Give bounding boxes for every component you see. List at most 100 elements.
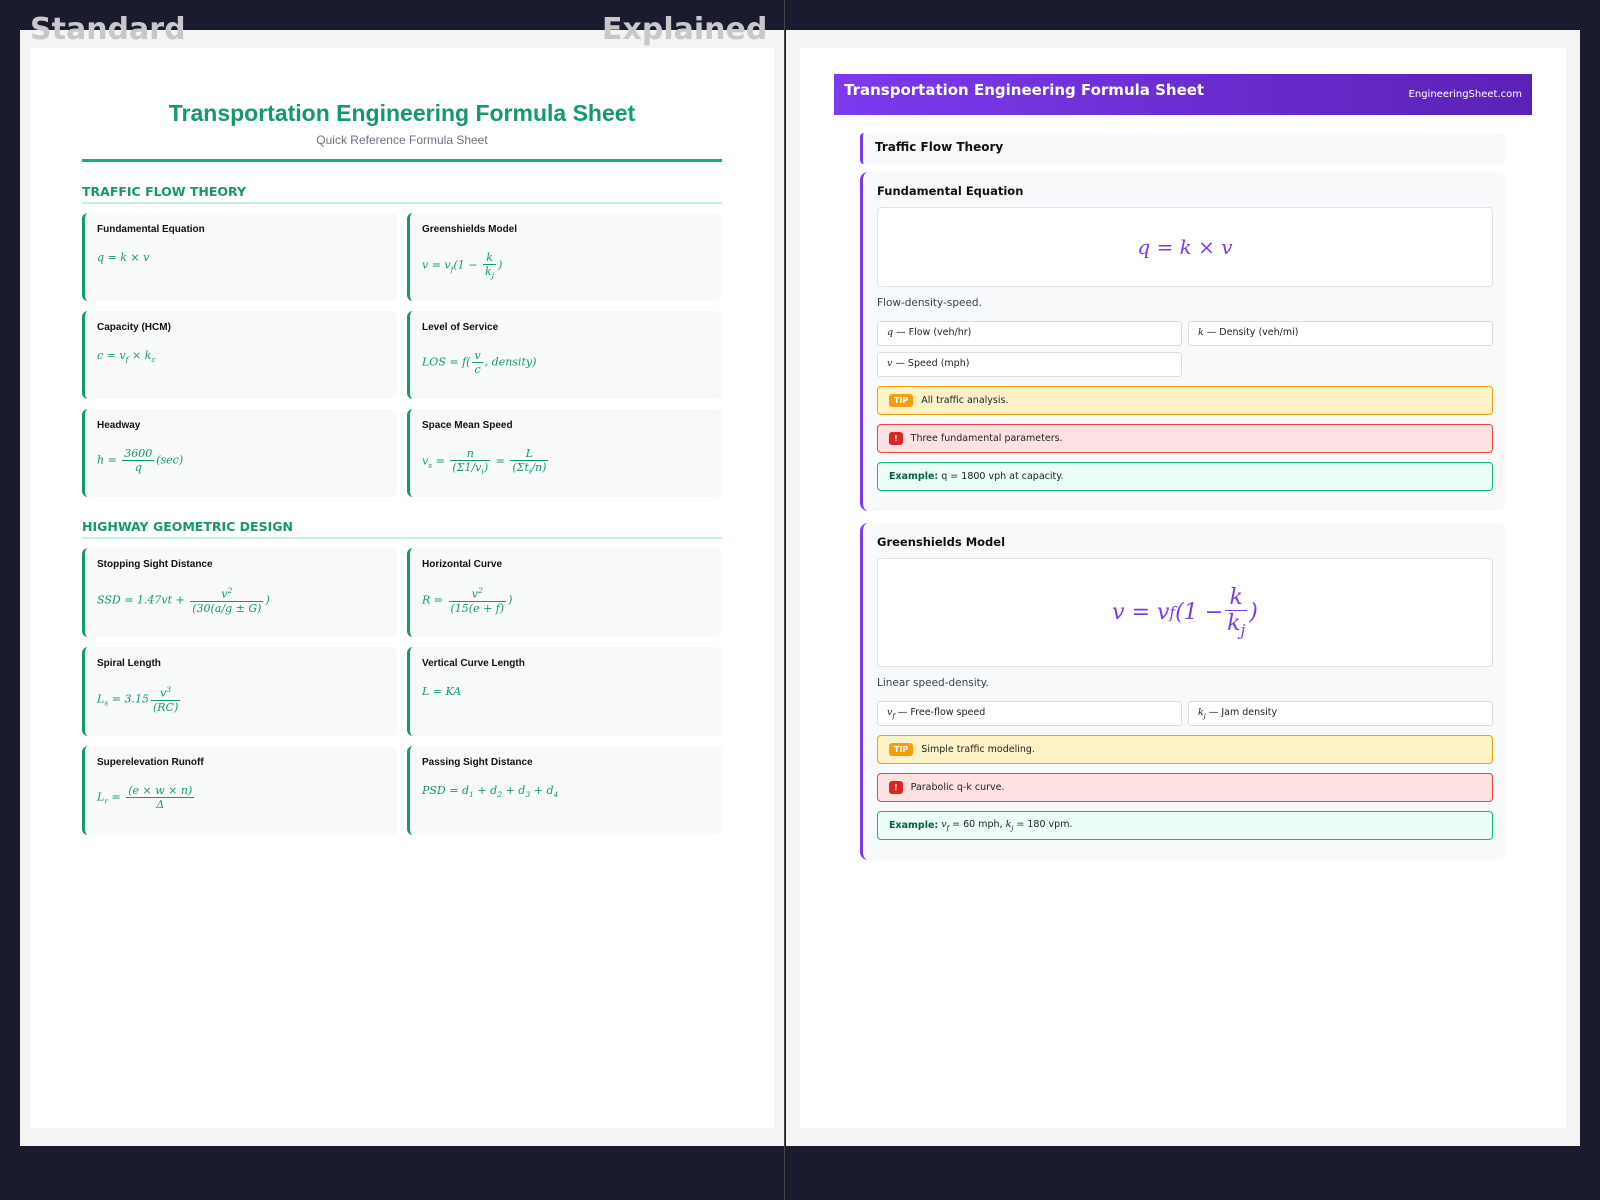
example-text: q = 1800 vph at capacity.	[938, 471, 1063, 482]
fraction: n (Σ1/vi)	[450, 447, 491, 476]
variable: vf — Free-flow speed	[877, 701, 1182, 726]
text: q = k × v	[1137, 235, 1233, 259]
example-box: Example: vf = 60 mph, kj = 180 vpm.	[877, 811, 1493, 840]
fraction: 3600 q	[122, 447, 155, 474]
text: v	[887, 358, 893, 369]
text: (Σ1/v	[452, 461, 482, 474]
text: L	[97, 692, 105, 706]
text: (e × w × n)	[128, 784, 193, 797]
variables: vf — Free-flow speed kj — Jam density	[877, 701, 1493, 726]
text: )	[498, 258, 503, 272]
text: L = KA	[422, 685, 462, 698]
text: k	[486, 251, 493, 264]
formula: LOS = f(v c, density)	[422, 349, 710, 376]
warning-box: ! Parabolic q-k curve.	[877, 773, 1493, 802]
numerator: v3	[150, 685, 181, 701]
section-title: TRAFFIC FLOW THEORY	[82, 184, 722, 204]
denominator: (Σ1/vi)	[450, 461, 490, 476]
text: v	[941, 819, 947, 831]
warning-text: Parabolic q-k curve.	[910, 782, 1005, 793]
math: vf	[941, 819, 950, 832]
tab-label[interactable]: Standard	[30, 12, 186, 47]
text: + d	[473, 784, 498, 797]
warning-badge: !	[889, 781, 903, 794]
numerator: L	[510, 447, 549, 461]
formula-name: Level of Service	[422, 322, 499, 333]
formula-name: Capacity (HCM)	[97, 322, 171, 333]
text: v = v	[422, 258, 451, 272]
site-name: EngineeringSheet.com	[1408, 89, 1522, 100]
fraction: k kj	[483, 251, 497, 280]
formula: h = 3600 q (sec)	[97, 447, 385, 474]
numerator: v2	[190, 586, 264, 602]
formula-name: Headway	[97, 420, 141, 431]
text: v = v	[1112, 600, 1170, 625]
subscript: j	[491, 271, 495, 281]
text: (1 −	[1175, 600, 1224, 625]
text: k	[1005, 819, 1012, 831]
numerator: v2	[448, 586, 507, 602]
subscript: f	[892, 711, 895, 720]
text: = 60 mph,	[949, 819, 1006, 831]
text: L	[97, 790, 105, 804]
variable-text: — Speed (mph)	[892, 358, 970, 369]
text: v	[160, 686, 167, 700]
subscript: j	[1203, 711, 1206, 720]
formula-name: Greenshields Model	[877, 535, 1006, 549]
numerator: 3600	[122, 447, 155, 461]
variable-text: — Density (veh/mi)	[1203, 327, 1299, 338]
standard-panel: Transportation Engineering Formula Sheet…	[20, 30, 784, 1146]
description: Linear speed-density.	[877, 677, 989, 689]
fraction: v3 (RC)	[150, 685, 181, 714]
text: + d	[502, 784, 526, 797]
text: 3600	[124, 447, 153, 460]
formula-grid: Stopping Sight Distance SSD = 1.47vt + v2…	[82, 548, 722, 835]
text: (1 −	[453, 258, 481, 272]
subscript: j	[1011, 823, 1014, 832]
tip-box: TIP All traffic analysis.	[877, 386, 1493, 415]
text: =	[108, 790, 125, 804]
formula-card: Fundamental Equation q = k × v	[82, 213, 397, 301]
text: n	[466, 447, 474, 460]
variables: q — Flow (veh/hr) k — Density (veh/mi) v —…	[877, 321, 1493, 377]
fraction: v2 (15(e + f)	[448, 586, 507, 615]
text: )	[1249, 600, 1258, 625]
text: q	[134, 461, 142, 474]
formula: v = vf(1 − k kj)	[422, 251, 710, 280]
formula-card: Capacity (HCM) c = vf × kc	[82, 311, 397, 399]
text: h =	[97, 453, 121, 467]
tip-box: TIP Simple traffic modeling.	[877, 735, 1493, 764]
variable-text: — Flow (veh/hr)	[893, 327, 972, 338]
subscript: f	[125, 355, 129, 365]
superscript: 2	[477, 586, 483, 595]
text: + d	[530, 784, 554, 797]
formula-card: Passing Sight Distance PSD = d1 + d2 + d3…	[407, 746, 722, 835]
text: =	[432, 454, 449, 468]
text: v	[471, 587, 478, 601]
subscript: 4	[553, 790, 559, 800]
variable-text: — Free-flow speed	[894, 707, 986, 718]
text: × k	[128, 349, 152, 362]
example-label: Example:	[889, 471, 939, 482]
subscript: f	[946, 823, 950, 832]
denominator: kj	[483, 265, 496, 280]
variable-text: — Jam density	[1205, 707, 1278, 718]
denominator: c	[472, 363, 482, 376]
formula-card: Horizontal Curve R = v2 (15(e + f))	[407, 548, 722, 637]
warning-badge: !	[889, 432, 903, 445]
example-text: vf = 60 mph, kj = 180 vpm.	[938, 819, 1072, 832]
fraction: v2 (30(a/g ± G)	[190, 586, 264, 615]
text: )	[265, 593, 270, 607]
text: (sec)	[156, 453, 184, 467]
numerator: (e × w × n)	[126, 784, 195, 798]
section-title: Traffic Flow Theory	[860, 133, 1506, 164]
superscript: 3	[166, 685, 172, 694]
formula-card: Fundamental Equation q = k × v Flow-densit…	[860, 172, 1506, 511]
tip-text: All traffic analysis.	[921, 395, 1009, 406]
formula-name: Greenshields Model	[422, 224, 518, 235]
formula: c = vf × kc	[97, 349, 385, 364]
tab-label[interactable]: Explained	[602, 12, 768, 47]
text: )	[508, 593, 513, 607]
text: (15(e + f)	[450, 601, 505, 615]
formula-name: Stopping Sight Distance	[97, 559, 213, 570]
